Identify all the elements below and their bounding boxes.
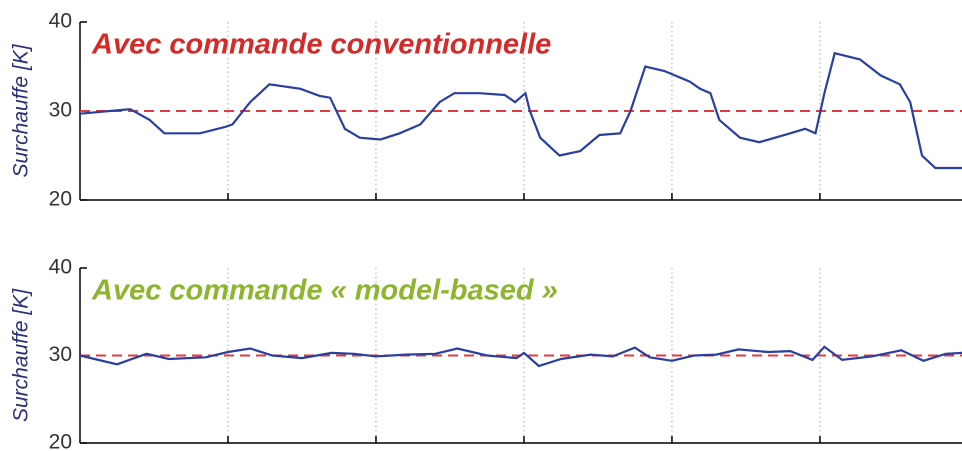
y-tick-label: 40 xyxy=(49,10,72,33)
series-line xyxy=(79,345,962,368)
y-axis-label: Surchauffe [K] xyxy=(10,288,33,422)
y-tick-label: 20 xyxy=(49,431,72,451)
y-tick-label: 30 xyxy=(49,99,72,122)
y-tick-label: 30 xyxy=(49,343,72,366)
series-line xyxy=(79,51,962,170)
y-tick-label: 40 xyxy=(49,256,72,279)
y-axis-label: Surchauffe [K] xyxy=(10,43,33,177)
y-tick-label: 20 xyxy=(49,188,72,211)
chart-title: Avec commande « model-based » xyxy=(91,275,558,307)
chart-title: Avec commande conventionnelle xyxy=(91,29,551,61)
